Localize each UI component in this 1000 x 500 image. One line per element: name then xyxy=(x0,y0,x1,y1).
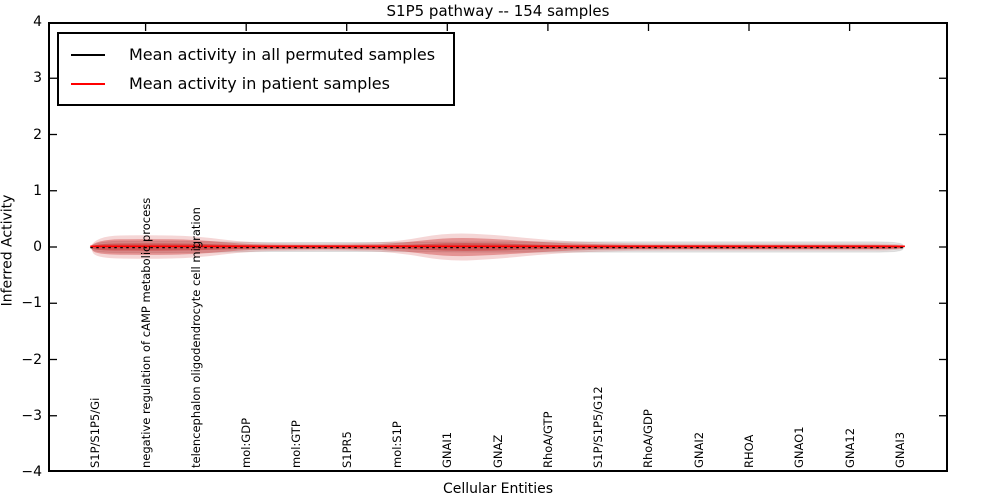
legend-row-permuted: Mean activity in all permuted samples xyxy=(71,40,435,69)
axes-frame xyxy=(48,22,948,472)
y-tick-label: −2 xyxy=(21,351,42,368)
permuted-line-swatch xyxy=(71,53,105,56)
x-axis-label: Cellular Entities xyxy=(442,481,554,497)
y-tick-label: −1 xyxy=(21,295,42,312)
plot-area xyxy=(48,22,948,472)
legend-row-patient: Mean activity in patient samples xyxy=(71,69,435,98)
y-tick-label: 0 xyxy=(33,239,42,255)
legend-label-permuted: Mean activity in all permuted samples xyxy=(129,45,436,64)
y-tick-label: 2 xyxy=(33,126,42,143)
patient-line-swatch xyxy=(71,82,105,85)
y-tick-label: 1 xyxy=(33,182,42,199)
legend-label-patient: Mean activity in patient samples xyxy=(129,74,390,93)
legend: Mean activity in all permuted samples Me… xyxy=(57,32,456,106)
y-tick-label: 3 xyxy=(33,70,42,87)
y-tick-label: −4 xyxy=(21,464,42,480)
chart-title: S1P5 pathway -- 154 samples xyxy=(386,2,610,20)
y-tick-label: 4 xyxy=(33,14,42,30)
plot-canvas xyxy=(48,22,948,472)
y-tick-label: −3 xyxy=(21,407,42,424)
